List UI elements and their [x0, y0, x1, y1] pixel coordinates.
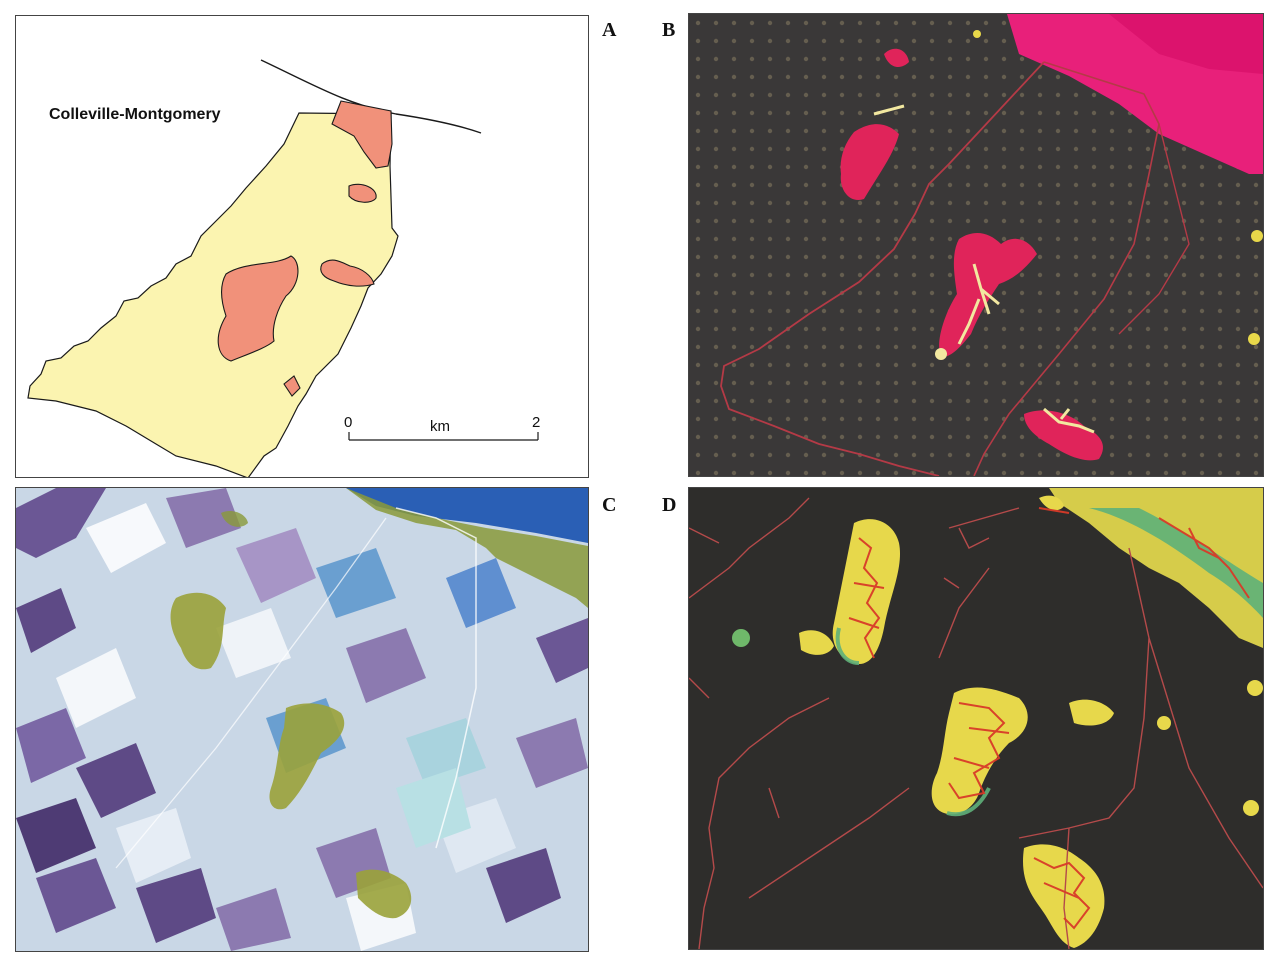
- field-boundaries: [689, 497, 1263, 949]
- commune-area: [27, 112, 399, 477]
- vegetation-3: [356, 869, 412, 919]
- scale-max-label: 2: [532, 414, 541, 431]
- panel-b-image: [688, 13, 1264, 477]
- anomaly-2: [884, 48, 909, 67]
- highlight-2: [1043, 407, 1095, 434]
- cluster-9: [1243, 800, 1259, 816]
- cluster-2: [931, 687, 1028, 815]
- vegetation-4: [221, 511, 248, 527]
- road-line-1: [973, 61, 1160, 476]
- cluster-3: [1069, 699, 1114, 726]
- highlight-7: [873, 104, 905, 116]
- panel-letter-a: A: [602, 19, 617, 41]
- site-4: [320, 259, 375, 287]
- sea-band-dark: [1109, 14, 1263, 74]
- site-1: [331, 100, 393, 169]
- anomaly-4: [1024, 410, 1104, 461]
- site-2: [348, 183, 377, 203]
- cluster-8: [1247, 680, 1263, 696]
- cluster-1: [832, 519, 901, 664]
- cluster-1b: [799, 630, 834, 655]
- highlight-3: [935, 348, 947, 360]
- vegetation-1: [170, 592, 226, 670]
- site-3: [217, 255, 299, 362]
- panel-letter-d: D: [662, 494, 677, 516]
- cluster-5: [1039, 495, 1064, 511]
- cluster-4: [1023, 844, 1105, 948]
- sea-strip: [346, 488, 588, 543]
- anomaly-image-d: [689, 488, 1263, 949]
- highlight-6: [1248, 333, 1260, 345]
- highlight-4: [973, 30, 981, 38]
- green-rim-1: [835, 627, 991, 817]
- road-line-2: [1118, 123, 1190, 335]
- panel-letter-c: C: [602, 494, 617, 516]
- panel-d-image: [688, 487, 1264, 950]
- highlight-5: [1251, 230, 1263, 242]
- scale-zero-label: 0: [344, 414, 353, 431]
- commune-map: [27, 59, 539, 477]
- satellite-image-c: [16, 488, 588, 951]
- track-line-1: [395, 507, 477, 849]
- coast-cluster: [1049, 488, 1263, 648]
- coast-vegetation: [346, 488, 588, 608]
- scale-unit-label: km: [430, 418, 450, 435]
- coast-cluster-green: [1089, 508, 1263, 618]
- cluster-7: [1157, 716, 1171, 730]
- panel-a-map: Colleville-Montgomery 0 km 2: [15, 15, 589, 478]
- panel-c-image: [15, 487, 589, 952]
- anomaly-image-b: [689, 14, 1263, 476]
- track-line-2: [115, 517, 387, 869]
- cluster-6: [732, 629, 750, 647]
- vegetation-2: [269, 703, 345, 810]
- red-clusters: [848, 507, 1250, 930]
- commune-boundary: [720, 61, 1045, 476]
- anomaly-1: [840, 124, 899, 200]
- town-label: Colleville-Montgomery: [49, 106, 221, 123]
- highlight-1: [957, 263, 1000, 345]
- site-5: [283, 375, 301, 397]
- panel-letter-b: B: [662, 19, 676, 41]
